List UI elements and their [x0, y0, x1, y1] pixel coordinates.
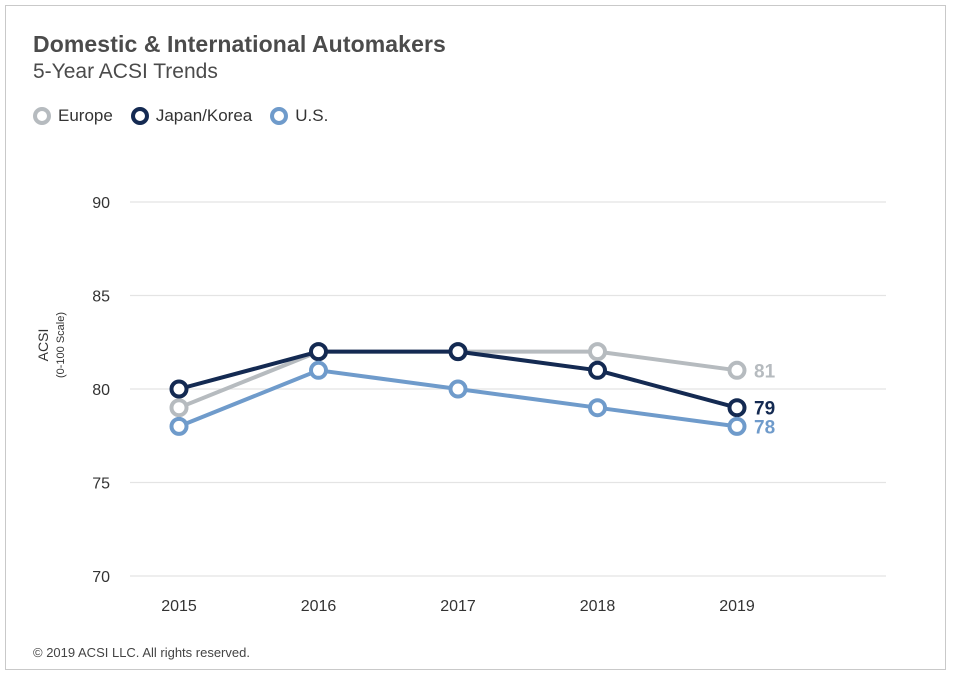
data-point-europe: [727, 360, 747, 380]
end-value-label-japan-korea: 79: [754, 399, 775, 420]
legend-label-japan-korea: Japan/Korea: [155, 106, 253, 125]
end-value-label-europe: 81: [754, 361, 776, 382]
legend: Europe Japan/Korea U.S.: [33, 106, 346, 126]
y-tick-label: 90: [92, 195, 110, 212]
x-tick-label: 2018: [580, 598, 616, 615]
legend-marker-europe: [33, 107, 51, 125]
data-point-u-s: [448, 379, 468, 399]
y-axis-ticks: 70 75 80 85 90: [92, 195, 110, 586]
data-point-u-s: [169, 416, 189, 436]
y-tick-label: 80: [92, 382, 110, 399]
legend-label-us: U.S.: [295, 106, 329, 125]
legend-marker-japan-korea: [130, 107, 149, 125]
chart-frame: [5, 5, 946, 670]
y-tick-label: 85: [92, 289, 110, 306]
legend-item-japan-korea: Japan/Korea: [130, 106, 253, 126]
data-point-japan-korea: [169, 379, 189, 399]
data-point-u-s: [727, 416, 747, 436]
series-u-s: 78: [169, 360, 775, 438]
y-tick-label: 75: [92, 476, 110, 493]
end-value-label-u-s: 78: [754, 417, 775, 438]
y-axis-label: ACSI (0-100 Scale): [35, 312, 67, 378]
y-axis-subtitle: (0-100 Scale): [55, 312, 67, 378]
x-axis-ticks: 2015 2016 2017 2018 2019: [161, 598, 755, 615]
data-point-europe: [169, 398, 189, 418]
chart-title: Domestic & International Automakers: [33, 31, 446, 57]
legend-item-us: U.S.: [270, 106, 328, 126]
data-point-u-s: [309, 360, 328, 380]
x-tick-label: 2017: [440, 598, 476, 615]
data-point-japan-korea: [588, 360, 607, 380]
legend-label-europe: Europe: [58, 106, 113, 125]
x-tick-label: 2015: [161, 598, 197, 615]
x-tick-label: 2019: [719, 598, 755, 615]
legend-marker-us: [270, 107, 289, 125]
copyright-footer: © 2019 ACSI LLC. All rights reserved.: [33, 645, 250, 660]
data-point-europe: [588, 342, 607, 362]
data-point-japan-korea: [448, 342, 468, 362]
y-axis-title: ACSI: [35, 329, 51, 362]
x-tick-label: 2016: [301, 598, 337, 615]
y-tick-label: 70: [92, 569, 110, 586]
chart-subtitle: 5-Year ACSI Trends: [33, 60, 218, 83]
data-point-japan-korea: [309, 342, 328, 362]
data-point-u-s: [588, 398, 607, 418]
series-japan-korea: 79: [169, 342, 775, 420]
data-point-japan-korea: [727, 398, 747, 418]
grid: [130, 201, 886, 577]
legend-item-europe: Europe: [33, 106, 113, 126]
